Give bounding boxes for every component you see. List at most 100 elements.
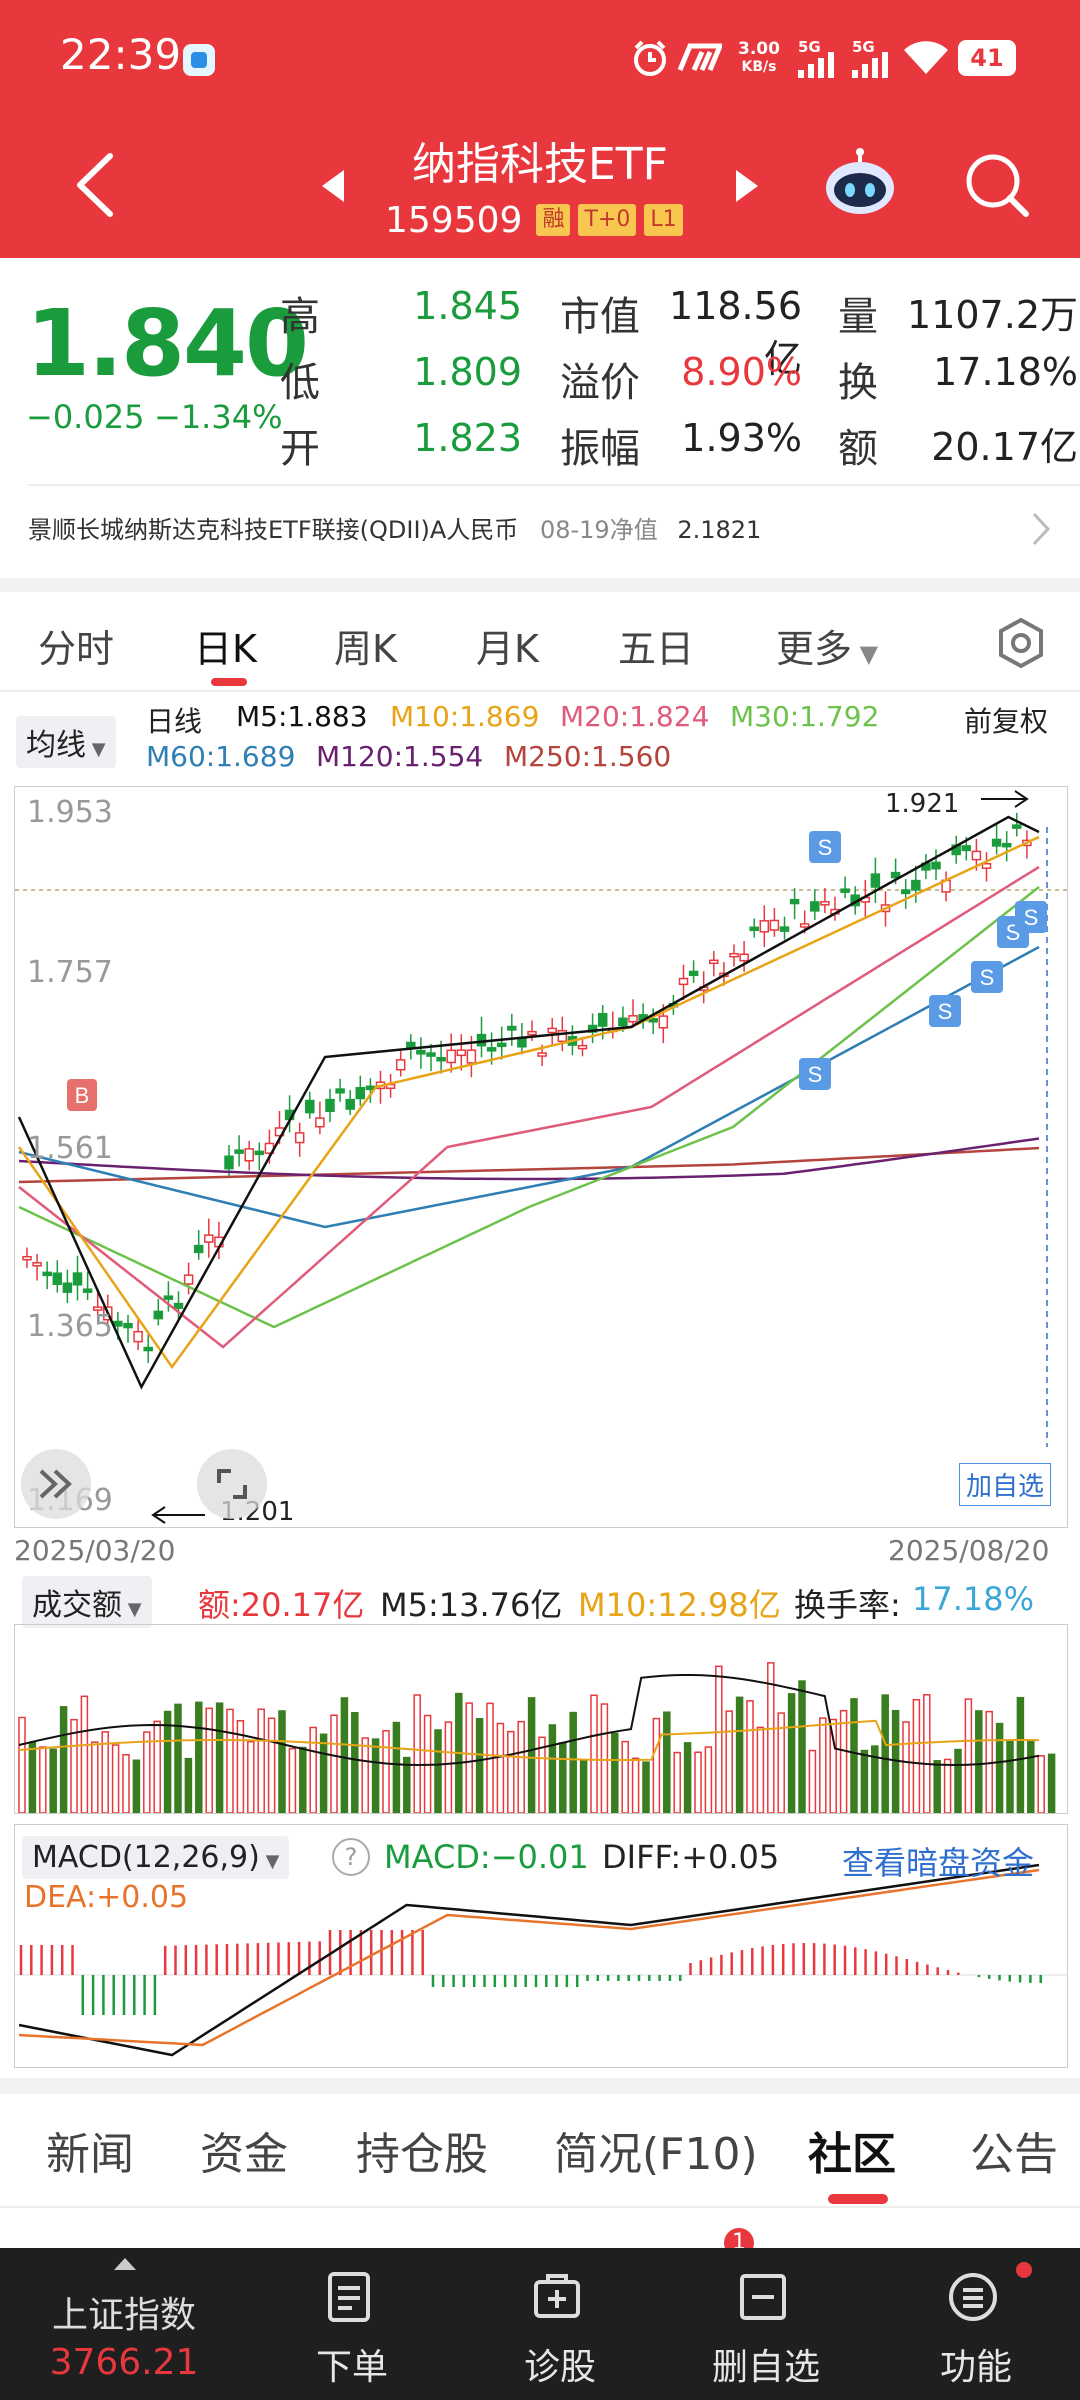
candle-body <box>143 1346 153 1352</box>
candle-body <box>789 898 800 905</box>
function-dot-badge <box>1016 2262 1032 2278</box>
volume-bar <box>195 1701 203 1814</box>
candle-body <box>840 888 850 893</box>
low-label: 低 <box>280 360 320 406</box>
candle-body <box>113 1320 123 1327</box>
volume-bar <box>247 1741 255 1814</box>
macd-dropdown[interactable]: MACD(12,26,9) ▼ <box>22 1836 290 1879</box>
sell-marker-label: S <box>938 999 953 1024</box>
candle-body <box>153 1310 164 1320</box>
volume-indicator-dropdown[interactable]: 成交额 ▼ <box>22 1576 152 1628</box>
candle-body <box>133 1330 143 1343</box>
y-tick-2: 1.757 <box>27 955 113 990</box>
candle-body <box>1001 842 1012 848</box>
tab-intraday[interactable]: 分时 <box>38 627 115 671</box>
help-icon[interactable]: ? <box>332 1838 370 1876</box>
sell-marker-label: S <box>808 1062 823 1087</box>
candle-body <box>628 1015 638 1023</box>
ai-assistant-icon[interactable] <box>822 148 898 220</box>
volume-bar <box>59 1706 68 1814</box>
candle-body <box>204 1234 214 1243</box>
candle-body <box>496 1042 507 1048</box>
candle-body <box>577 1044 588 1050</box>
candle-body <box>759 920 770 933</box>
dea-value: DEA:+0.05 <box>24 1880 189 1915</box>
volume-bar <box>174 1703 182 1814</box>
active-bottom-tab-indicator <box>828 2194 888 2204</box>
candle-body <box>527 1030 537 1036</box>
nav-order-label: 下单 <box>315 2347 388 2388</box>
tab-weekly-k[interactable]: 周K <box>334 627 397 671</box>
tab-monthly-k[interactable]: 月K <box>476 627 539 671</box>
volume-bar <box>548 1724 557 1814</box>
adjust-mode[interactable]: 前复权 <box>964 705 1049 738</box>
expand-panel-button[interactable] <box>21 1449 91 1519</box>
candle-body <box>486 1047 497 1052</box>
ma250-line <box>18 1146 1040 1184</box>
tab-community[interactable]: 社区 <box>808 2129 896 2180</box>
divider <box>0 2206 1080 2208</box>
volume-bar <box>39 1746 47 1814</box>
tab-funds[interactable]: 资金 <box>200 2129 288 2180</box>
low-value: 1.809 <box>413 350 522 394</box>
linked-fund-row[interactable]: 景顺长城纳斯达克科技ETF联接(QDII)A人民币 08-19净值 2.1821 <box>28 510 761 545</box>
chevron-right-icon <box>1032 512 1051 546</box>
kline-kind: 日线 <box>146 705 203 738</box>
tab-f10[interactable]: 简况(F10) <box>554 2129 758 2180</box>
fullscreen-button[interactable] <box>197 1449 267 1519</box>
chart-settings-icon[interactable] <box>994 616 1048 670</box>
status-bar: 22:39 3.00 KB/s 5G 5G 41 <box>0 0 1080 118</box>
sell-marker <box>1015 901 1047 933</box>
candle-body <box>739 953 749 962</box>
volume-bar <box>153 1720 161 1814</box>
volume-bar <box>860 1749 869 1814</box>
indicator-dropdown[interactable]: 均线 ▼ <box>16 716 116 768</box>
volume-bar <box>1047 1753 1056 1814</box>
volume-bar <box>642 1761 650 1814</box>
candle-body <box>456 1049 467 1057</box>
open-value: 1.823 <box>413 416 522 460</box>
volume-bar <box>434 1729 442 1814</box>
macd-canvas <box>15 1863 1067 2057</box>
candle-body <box>22 1255 32 1261</box>
tab-daily-k[interactable]: 日K <box>194 627 257 671</box>
stock-code: 159509 <box>385 199 523 241</box>
mktcap-label: 市值 <box>560 294 640 340</box>
search-icon[interactable] <box>962 150 1032 220</box>
volume-chart <box>14 1624 1068 1814</box>
turnover-rate: 17.18% <box>912 1580 1035 1618</box>
sell-marker-label: S <box>1024 905 1039 930</box>
price-change: −0.025 <box>26 398 145 436</box>
candle-body <box>890 871 901 879</box>
volume-bar <box>444 1721 453 1814</box>
tab-news[interactable]: 新闻 <box>46 2129 134 2180</box>
high-label: 高 <box>280 294 320 340</box>
volume-bar <box>80 1695 89 1814</box>
nav-functions-label: 功能 <box>939 2347 1012 2388</box>
next-stock-icon[interactable] <box>732 168 762 204</box>
back-icon[interactable] <box>70 150 120 220</box>
candle-body <box>547 1027 557 1034</box>
tab-announcements[interactable]: 公告 <box>970 2129 1058 2180</box>
prev-stock-icon[interactable] <box>318 168 348 204</box>
tab-five-day[interactable]: 五日 <box>618 627 695 671</box>
candle-body <box>688 970 699 977</box>
tab-more[interactable]: 更多 ▼ <box>776 627 879 671</box>
tab-holdings[interactable]: 持仓股 <box>356 2129 488 2180</box>
volume-bar <box>340 1697 349 1814</box>
divider <box>0 690 1080 692</box>
candle-body <box>32 1262 42 1267</box>
candle-body <box>709 959 719 965</box>
candle-body <box>931 861 941 870</box>
add-watchlist-button[interactable]: 加自选 <box>959 1463 1052 1506</box>
volume-bar <box>621 1740 629 1814</box>
dark-pool-link[interactable]: 查看暗盘资金 <box>842 1844 1035 1882</box>
nav-diagnose-label: 诊股 <box>523 2347 596 2388</box>
volume-bar <box>559 1742 567 1814</box>
candle-body <box>749 926 759 932</box>
y-tick-1: 1.953 <box>27 795 113 830</box>
candle-body <box>315 1117 325 1128</box>
candle-body <box>52 1272 63 1285</box>
candle-body <box>971 850 982 861</box>
